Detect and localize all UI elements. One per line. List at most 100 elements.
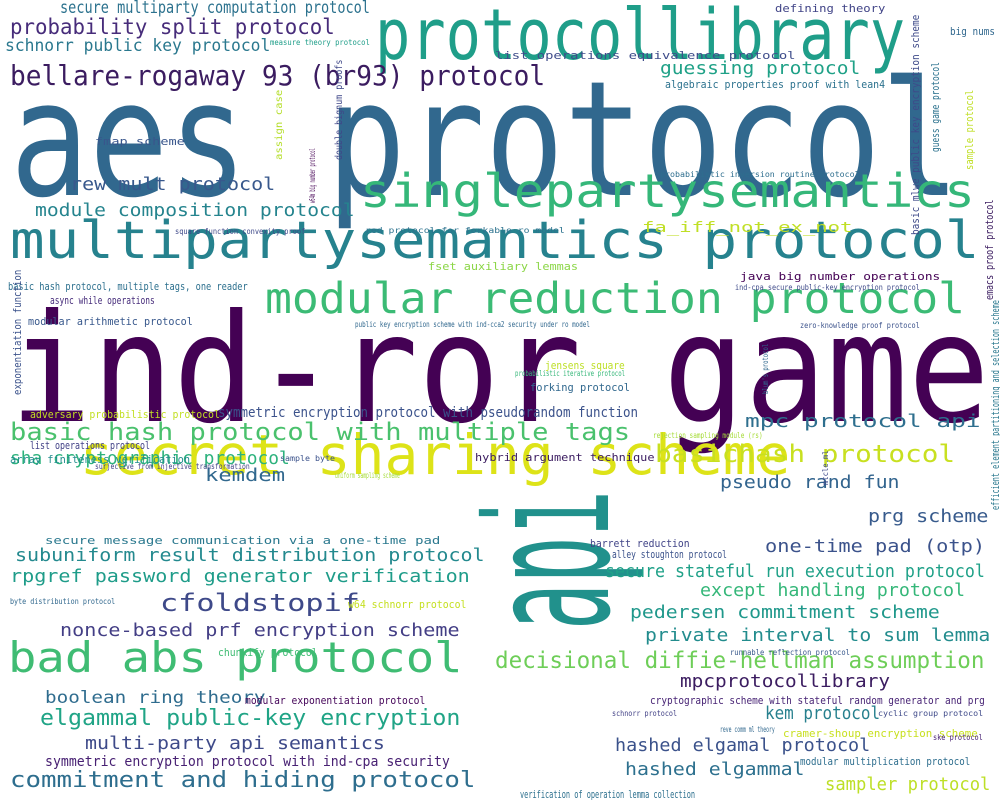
word-cloud-word: schnorr public key protocol: [5, 36, 271, 56]
word-cloud-word: ind-cpa secure public-key encryption pro…: [735, 283, 920, 292]
word-cloud-word: module composition protocol: [35, 200, 355, 221]
word-cloud-word: bellare-rogaway 93 (br93) protocol: [10, 59, 546, 92]
word-cloud-word: uniform sampling scheme: [335, 471, 400, 480]
word-cloud-word: ske protocol: [933, 733, 983, 742]
word-cloud-word: forking protocol: [530, 381, 630, 394]
word-cloud-word: pedersen commitment scheme: [630, 602, 940, 623]
word-cloud-word: kemdem: [205, 465, 286, 486]
word-cloud-word: hashed elgammal: [625, 759, 805, 780]
word-cloud-word: cyclic group protocol: [878, 709, 984, 718]
word-cloud-word: secure multiparty computation protocol: [60, 0, 370, 18]
word-cloud-word: byte distribution protocol: [10, 597, 116, 606]
word-cloud-word: fset auxiliary lemmas: [428, 260, 579, 273]
word-cloud-word: array finiteness verification: [10, 453, 191, 466]
word-cloud-word: basic hash protocol with multiple tags: [10, 418, 631, 446]
word-cloud-word: rpgref password generator verification: [10, 566, 470, 587]
word-cloud-word: kem protocol: [765, 703, 881, 724]
word-cloud-word: chunkify protocol: [218, 646, 318, 659]
word-cloud-word: secure stateful run execution protocol: [605, 561, 985, 582]
word-cloud-word: emacs proof protocol: [983, 199, 996, 300]
word-cloud-word: symmetric encryption protocol with ind-c…: [45, 754, 450, 770]
word-cloud-word: modular multiplication protocol: [800, 755, 971, 768]
word-cloud-word: algebraic properties proof with lean4: [665, 78, 886, 91]
word-cloud-word: secure message communication via a one-t…: [45, 534, 441, 547]
word-cloud-word: mtcle.ml: [821, 450, 830, 485]
word-cloud-word: pseudo rand fun: [720, 472, 900, 493]
word-cloud-word: nonce-based prf encryption scheme: [60, 620, 460, 641]
word-cloud-word: sha cryptographic protocol: [10, 448, 290, 469]
word-cloud-word: hashed elgamal protocol: [615, 735, 871, 756]
word-cloud-word: cramer-shoup encryption scheme: [783, 727, 978, 740]
word-cloud-word: guess game protocol: [929, 62, 942, 153]
word-cloud-word: prg scheme: [868, 506, 989, 527]
word-cloud-word: barrett reduction: [590, 537, 690, 550]
word-cloud-word: big nums: [950, 25, 995, 38]
word-cloud-word: probability split protocol: [10, 15, 335, 39]
word-cloud-word: red protocol for forkable ro model: [365, 226, 565, 235]
word-cloud-word: singlepartysemantics: [360, 164, 975, 218]
word-cloud-word: hybrid argument technique: [475, 451, 655, 464]
word-cloud-word: boolean ring theory: [45, 688, 266, 708]
word-cloud-word: reve comm ml theory: [720, 725, 775, 734]
word-cloud-word: symmetric encryption protocol with pseud…: [218, 405, 639, 421]
word-cloud-word: blum's protocol: [761, 343, 770, 394]
word-cloud-word: multipartysemantics protocol: [10, 211, 980, 271]
word-cloud-word: sample byte: [280, 454, 335, 463]
word-cloud-word: except handling protocol: [700, 580, 966, 601]
word-cloud-word: sampler protocol: [825, 774, 991, 795]
word-cloud-word: rew mult protocol: [70, 174, 276, 195]
word-cloud-word: sample protocol: [963, 89, 976, 170]
word-cloud-word: fmap scheme: [95, 135, 185, 148]
word-cloud-word: aes protocol: [10, 46, 960, 233]
word-cloud-word: rejection sampling module (rs): [653, 431, 763, 440]
word-cloud-word: double bignum proofs: [334, 59, 345, 161]
word-cloud-word: cfoldstopif: [160, 589, 360, 617]
word-cloud-word: secret sharing scheme: [80, 423, 791, 487]
word-cloud-word: async while operations: [50, 294, 155, 307]
word-cloud-word: mpcprotocollibrary: [680, 671, 891, 692]
word-cloud-word: ind-ror game: [10, 283, 990, 457]
word-cloud-word: w64m big number protocol: [308, 148, 317, 203]
word-cloud-word: private interval to sum lemma: [645, 625, 991, 646]
word-cloud-word: modular reduction protocol: [265, 274, 966, 324]
word-cloud-word: modular exponentiation protocol: [245, 694, 426, 707]
word-cloud-word: verification of operation lemma collecti…: [520, 788, 696, 800]
word-cloud-word: basic mlwe public key encryption scheme: [909, 14, 922, 235]
word-cloud-word: modular arithmetic protocol: [28, 315, 193, 328]
word-cloud-word: decisional diffie-hellman assumption: [495, 648, 985, 674]
word-cloud-word: api: [451, 489, 649, 630]
word-cloud-word: efficient element partitioning and selec…: [989, 300, 1000, 510]
word-cloud-word: adversary probabilistic protocol: [30, 408, 220, 421]
word-cloud-word: fa_iff_not_ex_not: [642, 220, 853, 236]
word-cloud-word: jensens square: [545, 359, 625, 372]
word-cloud-word: w64 schnorr protocol: [348, 598, 467, 611]
word-cloud-word: one-time pad (otp): [765, 536, 986, 557]
word-cloud-word: subuniform result distribution protocol: [15, 545, 485, 566]
word-cloud-word: square function convexity proof: [175, 227, 306, 236]
word-cloud-word: exponentiation function: [11, 269, 24, 395]
word-cloud-word: schnorr protocol: [612, 709, 678, 718]
word-cloud-word: java big number operations: [740, 270, 941, 283]
word-cloud-word: probabilistic iterative protocol: [515, 369, 626, 378]
word-cloud-word: zero-knowledge proof protocol: [800, 321, 920, 330]
word-cloud-word: mpc protocol api: [745, 411, 981, 432]
word-cloud-word: basic hash protocol, multiple tags, one …: [8, 280, 248, 293]
word-cloud-word: protocollibrary: [375, 0, 906, 76]
word-cloud-word: list operations protocol: [30, 439, 150, 452]
word-cloud-word: public key encryption scheme with ind-cc…: [355, 320, 590, 329]
word-cloud-word: guessing protocol: [660, 58, 861, 79]
word-cloud-word: runnable reflection protocol: [730, 648, 850, 657]
word-cloud-word: probabilistic inversion routine protocol: [660, 170, 860, 179]
word-cloud-word: multi-party api semantics: [85, 733, 385, 754]
word-cloud-word: defining theory: [775, 2, 886, 15]
word-cloud-word: bad abs protocol: [8, 633, 463, 682]
word-cloud-word: assign case: [274, 89, 285, 160]
word-cloud-word: measure theory protocol: [270, 38, 370, 47]
word-cloud-word: basichash protocol: [655, 440, 956, 468]
word-cloud-word: cryptographic scheme with stateful rando…: [650, 694, 985, 707]
word-cloud-word: elgammal public-key encryption: [40, 706, 461, 731]
word-cloud-word: surjective from injective transformation: [95, 462, 250, 471]
word-cloud-word: alley stoughton protocol: [612, 548, 727, 561]
word-cloud-word: list operations equivalence protocol: [495, 49, 796, 62]
